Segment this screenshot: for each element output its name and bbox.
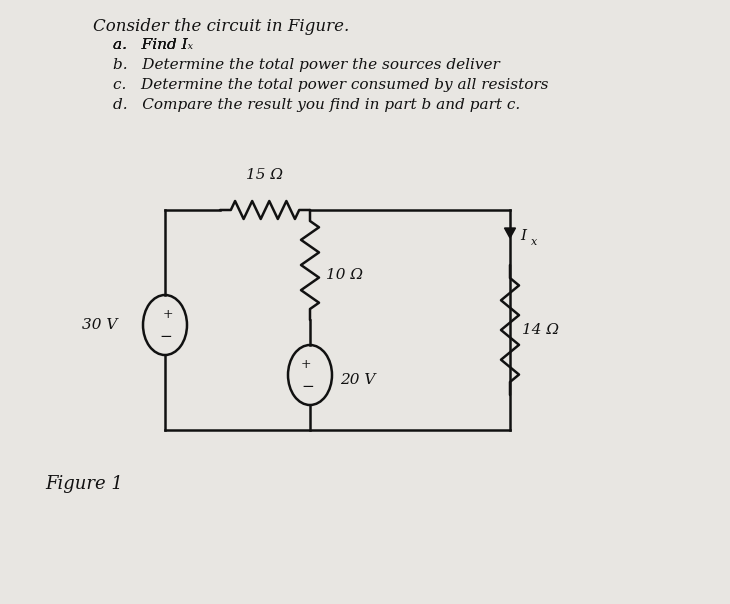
Text: b.   Determine the total power the sources deliver: b. Determine the total power the sources… — [113, 58, 500, 72]
Text: Figure 1: Figure 1 — [45, 475, 123, 493]
Text: 15 Ω: 15 Ω — [247, 168, 283, 182]
Text: d.   Compare the result you find in part b and part c.: d. Compare the result you find in part b… — [113, 98, 520, 112]
Text: c.   Determine the total power consumed by all resistors: c. Determine the total power consumed by… — [113, 78, 548, 92]
Text: 20 V: 20 V — [340, 373, 375, 387]
Text: −: − — [301, 380, 315, 394]
Text: a.   Find Iₓ: a. Find Iₓ — [113, 38, 193, 52]
Text: a.   Find I: a. Find I — [113, 38, 188, 52]
Polygon shape — [504, 228, 515, 238]
Text: 10 Ω: 10 Ω — [326, 268, 363, 282]
Text: Consider the circuit in Figure.: Consider the circuit in Figure. — [93, 18, 349, 35]
Text: a.   Find I: a. Find I — [113, 38, 188, 52]
Text: I: I — [520, 229, 526, 243]
Text: x: x — [531, 237, 537, 247]
Text: +: + — [163, 307, 173, 321]
Text: +: + — [301, 358, 311, 370]
Text: 14 Ω: 14 Ω — [522, 323, 559, 337]
Text: −: − — [160, 330, 172, 344]
Text: 30 V: 30 V — [82, 318, 117, 332]
